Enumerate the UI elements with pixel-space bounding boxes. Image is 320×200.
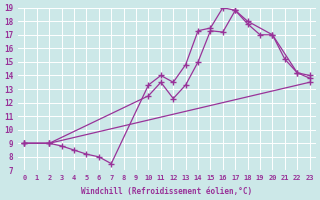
X-axis label: Windchill (Refroidissement éolien,°C): Windchill (Refroidissement éolien,°C) (82, 187, 252, 196)
